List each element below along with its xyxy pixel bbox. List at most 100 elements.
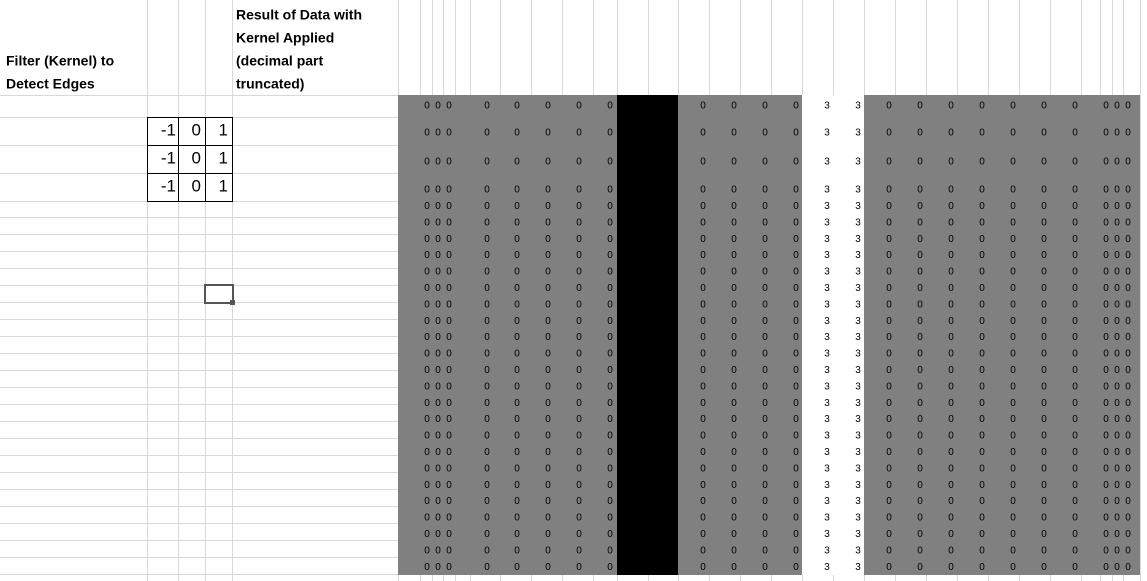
result-value: 0 (1114, 201, 1120, 212)
result-value: 0 (731, 332, 737, 343)
result-value: 0 (545, 299, 551, 310)
result-value: 0 (1041, 267, 1047, 278)
result-value: 0 (1041, 157, 1047, 168)
result-value: 0 (576, 157, 582, 168)
result-value: 0 (886, 157, 892, 168)
result-value: 0 (1041, 562, 1047, 573)
result-value: 0 (1114, 332, 1120, 343)
result-value: 0 (435, 250, 441, 261)
result-value: 0 (514, 480, 520, 491)
result-value: 0 (424, 463, 430, 474)
result-value: 0 (1072, 513, 1078, 524)
result-value: 0 (793, 414, 799, 425)
result-value: 0 (484, 562, 490, 573)
result-value: 0 (607, 414, 613, 425)
result-value: 0 (731, 447, 737, 458)
result-value: 0 (424, 250, 430, 261)
result-value: 0 (424, 267, 430, 278)
result-value: 0 (700, 201, 706, 212)
result-value: 0 (948, 447, 954, 458)
result-value: 0 (731, 185, 737, 196)
result-value: 0 (576, 562, 582, 573)
result-value: 0 (607, 217, 613, 228)
result-value: 0 (545, 185, 551, 196)
result-value: 0 (1125, 545, 1131, 556)
result-value: 0 (424, 283, 430, 294)
result-value: 0 (886, 349, 892, 360)
result-value: 0 (446, 267, 452, 278)
result-value: 0 (484, 185, 490, 196)
result-value: 0 (576, 545, 582, 556)
result-value: 3 (824, 545, 830, 556)
kernel-value: -1 (161, 148, 176, 167)
result-value: 0 (886, 513, 892, 524)
result-value: 0 (1041, 283, 1047, 294)
result-value: 0 (446, 234, 452, 245)
result-value: 0 (886, 447, 892, 458)
result-value: 0 (886, 316, 892, 327)
result-value: 0 (979, 545, 985, 556)
result-value: 0 (948, 529, 954, 540)
result-value: 3 (824, 562, 830, 573)
result-value: 0 (435, 283, 441, 294)
result-value: 0 (762, 480, 768, 491)
result-value: 0 (435, 562, 441, 573)
result-value: 0 (424, 414, 430, 425)
result-value: 0 (576, 431, 582, 442)
result-value: 0 (484, 101, 490, 112)
result-value: 0 (1103, 480, 1109, 491)
result-value: 0 (435, 447, 441, 458)
result-value: 0 (917, 431, 923, 442)
result-value: 0 (1010, 349, 1016, 360)
result-value: 3 (855, 398, 861, 409)
result-value: 0 (979, 349, 985, 360)
result-value: 3 (824, 101, 830, 112)
result-value: 0 (762, 283, 768, 294)
result-value: 0 (1072, 381, 1078, 392)
result-value: 0 (762, 234, 768, 245)
result-value: 0 (435, 365, 441, 376)
result-value: 0 (762, 365, 768, 376)
result-value: 0 (793, 381, 799, 392)
result-value: 3 (855, 463, 861, 474)
result-value: 0 (1114, 349, 1120, 360)
result-value: 3 (824, 496, 830, 507)
result-value: 0 (446, 349, 452, 360)
result-value: 0 (1072, 545, 1078, 556)
result-value: 0 (446, 185, 452, 196)
result-value: 0 (793, 562, 799, 573)
result-value: 0 (545, 128, 551, 139)
result-value: 0 (948, 316, 954, 327)
result-value: 0 (424, 496, 430, 507)
result-value: 0 (545, 398, 551, 409)
result-value: 3 (855, 101, 861, 112)
result-value: 0 (1010, 332, 1016, 343)
result-value: 0 (576, 349, 582, 360)
result-value: 0 (514, 529, 520, 540)
result-label: (decimal part (236, 53, 323, 69)
result-value: 0 (1072, 463, 1078, 474)
result-value: 0 (1114, 447, 1120, 458)
result-value: 0 (979, 316, 985, 327)
result-value: 0 (700, 529, 706, 540)
result-value: 0 (435, 234, 441, 245)
result-value: 0 (700, 250, 706, 261)
result-value: 0 (731, 545, 737, 556)
result-value: 0 (917, 157, 923, 168)
result-value: 0 (948, 349, 954, 360)
result-value: 0 (484, 299, 490, 310)
fill-handle[interactable] (230, 300, 235, 305)
result-label: truncated) (236, 76, 304, 92)
result-value: 0 (731, 316, 737, 327)
result-value: 0 (762, 299, 768, 310)
result-value: 0 (948, 365, 954, 376)
selected-cell[interactable] (204, 284, 234, 304)
result-value: 0 (762, 267, 768, 278)
result-value: 3 (824, 299, 830, 310)
result-value: 0 (1072, 431, 1078, 442)
result-value: 0 (731, 349, 737, 360)
result-value: 0 (731, 431, 737, 442)
result-value: 0 (979, 157, 985, 168)
result-value: 0 (576, 463, 582, 474)
result-value: 0 (576, 447, 582, 458)
